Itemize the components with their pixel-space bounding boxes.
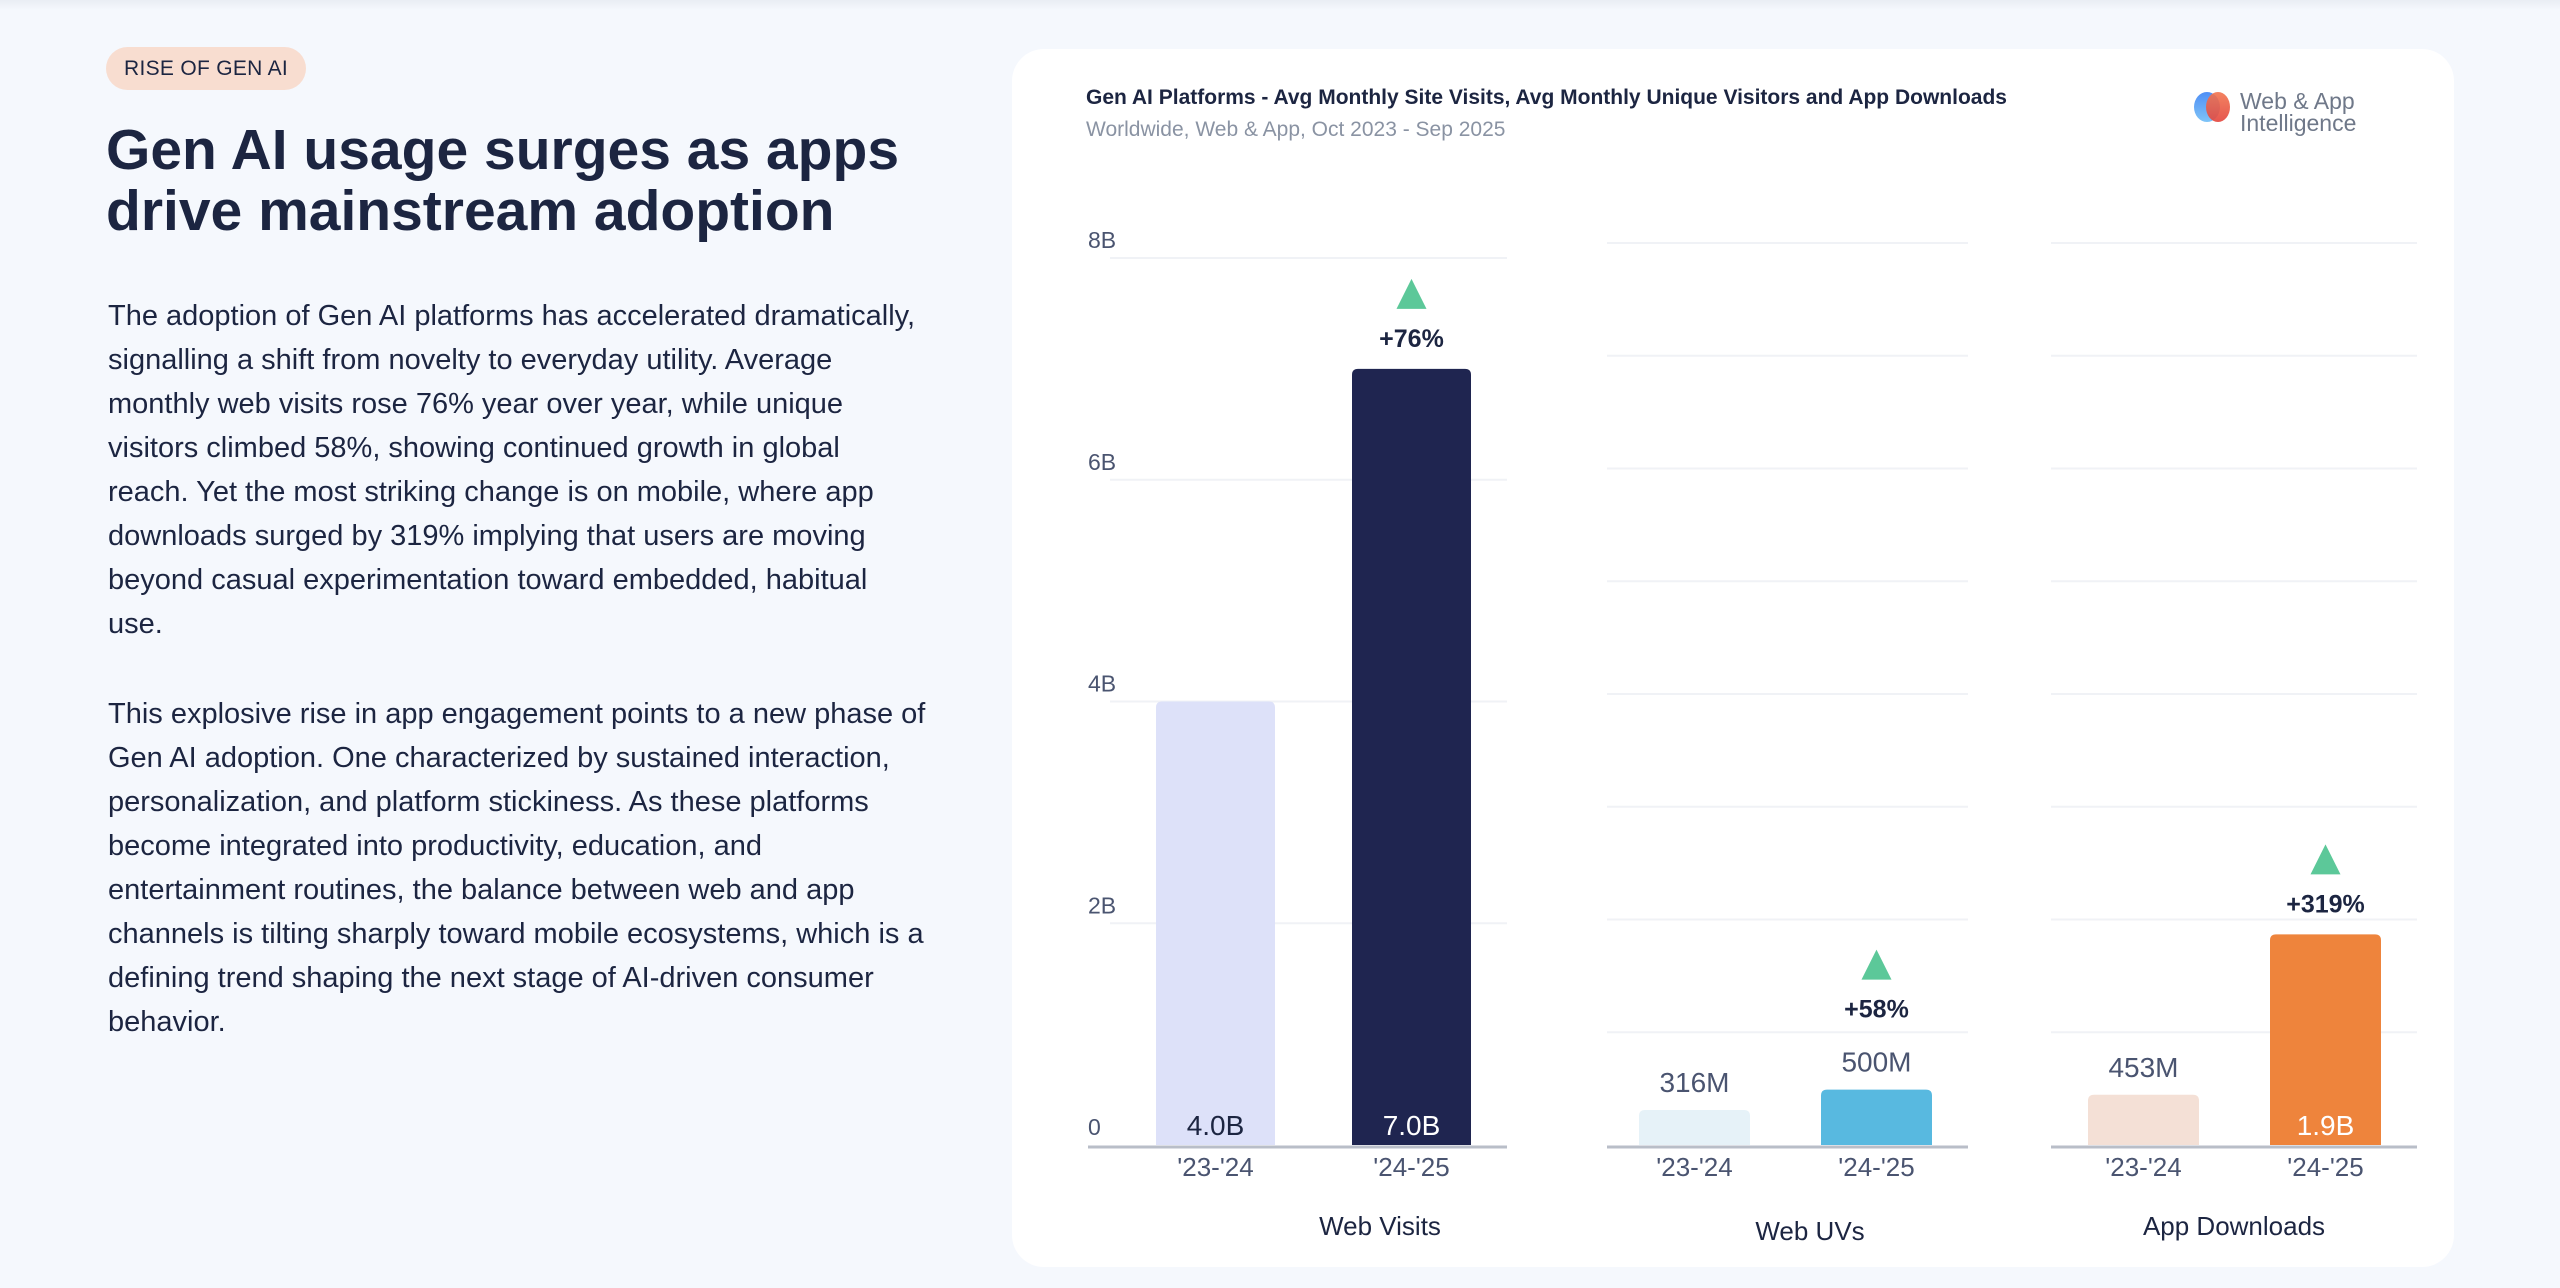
bar bbox=[2270, 934, 2381, 1145]
growth-label: +319% bbox=[2286, 890, 2365, 918]
top-shadow bbox=[0, 0, 2560, 10]
up-triangle-icon bbox=[2310, 844, 2341, 875]
body-paragraph: The adoption of Gen AI platforms has acc… bbox=[108, 300, 916, 640]
x-tick-label: '24-'25 bbox=[2287, 1152, 2363, 1182]
chart-subtitle: Worldwide, Web & App, Oct 2023 - Sep 202… bbox=[1086, 118, 1506, 141]
y-tick-label: 0 bbox=[1088, 1114, 1101, 1140]
value-label: 1.9B bbox=[2297, 1110, 2355, 1141]
y-tick-label: 6B bbox=[1088, 449, 1116, 475]
bar bbox=[1821, 1089, 1932, 1145]
value-label: 7.0B bbox=[1383, 1110, 1441, 1141]
bar bbox=[2088, 1094, 2199, 1145]
x-tick-label: '23-'24 bbox=[2105, 1152, 2181, 1182]
value-label: 500M bbox=[1841, 1047, 1911, 1078]
up-triangle-icon bbox=[1861, 949, 1892, 980]
page-title: Gen AI usage surges as apps drive mainst… bbox=[106, 118, 900, 243]
body-paragraph: This explosive rise in app engagement po… bbox=[108, 698, 926, 1038]
logo-line2: Intelligence bbox=[2240, 110, 2357, 136]
up-triangle-icon bbox=[1396, 278, 1427, 309]
bar bbox=[1352, 368, 1471, 1145]
x-tick-label: '24-'25 bbox=[1838, 1152, 1914, 1182]
web-app-intelligence-logo: Web & App Intelligence bbox=[2194, 88, 2357, 136]
y-tick-label: 2B bbox=[1088, 892, 1116, 918]
logo-line1: Web & App bbox=[2240, 88, 2355, 114]
value-label: 453M bbox=[2108, 1052, 2178, 1083]
y-tick-label: 8B bbox=[1088, 227, 1116, 253]
panel-title: App Downloads bbox=[2143, 1211, 2325, 1241]
bar bbox=[1639, 1109, 1750, 1145]
value-label: 316M bbox=[1659, 1067, 1729, 1098]
x-tick-label: '24-'25 bbox=[1373, 1152, 1449, 1182]
value-label: 4.0B bbox=[1187, 1110, 1245, 1141]
panel-title: Web Visits bbox=[1319, 1211, 1441, 1241]
chart-title: Gen AI Platforms - Avg Monthly Site Visi… bbox=[1086, 86, 2007, 109]
logo-icon bbox=[2194, 92, 2230, 122]
panel-title: Web UVs bbox=[1755, 1216, 1864, 1246]
section-badge: RISE OF GEN AI bbox=[106, 47, 307, 90]
growth-label: +58% bbox=[1844, 996, 1909, 1024]
growth-label: +76% bbox=[1379, 325, 1444, 353]
y-tick-label: 4B bbox=[1088, 671, 1116, 697]
x-tick-label: '23-'24 bbox=[1656, 1152, 1732, 1182]
x-tick-label: '23-'24 bbox=[1177, 1152, 1253, 1182]
bar bbox=[1156, 701, 1275, 1145]
